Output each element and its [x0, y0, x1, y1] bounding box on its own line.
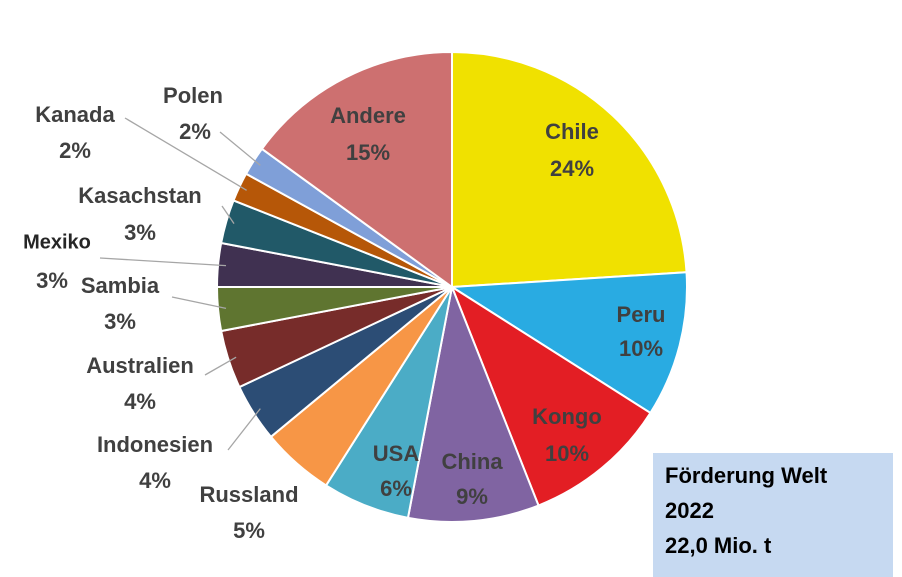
slice-label: Russland	[199, 482, 298, 507]
value-label: 2%	[59, 138, 91, 163]
slice-label: Indonesien	[97, 432, 213, 457]
pie-slice	[448, 271, 688, 415]
slice-label: Kongo	[532, 404, 602, 429]
value-label: 3%	[124, 220, 156, 245]
pie-slice	[451, 50, 688, 289]
value-label: 3%	[36, 268, 68, 293]
info-text: Förderung Welt	[665, 463, 828, 488]
value-label: 4%	[124, 389, 156, 414]
pie-slice	[406, 283, 540, 523]
value-label: 3%	[104, 309, 136, 334]
info-box	[653, 453, 893, 577]
leader-line	[221, 205, 235, 225]
value-label: 15%	[346, 140, 390, 165]
slice-label: Kasachstan	[78, 183, 202, 208]
slice-label: Andere	[330, 103, 406, 128]
leader-line	[227, 408, 261, 451]
pie-slice	[449, 284, 652, 507]
leader-line	[219, 131, 261, 166]
value-label: 2%	[179, 119, 211, 144]
slice-label: Mexiko	[23, 231, 91, 253]
value-label: 10%	[545, 441, 589, 466]
value-label: 9%	[456, 484, 488, 509]
slice-label: Kanada	[35, 102, 115, 127]
value-label: 4%	[139, 468, 171, 493]
leader-line	[171, 296, 227, 309]
slice-label: Australien	[86, 353, 194, 378]
info-text: 22,0 Mio. t	[665, 533, 772, 558]
pie-slice	[260, 50, 453, 289]
value-label: 5%	[233, 518, 265, 543]
leader-line	[204, 356, 237, 376]
value-label: 10%	[619, 336, 663, 361]
info-text: 2022	[665, 498, 714, 523]
slice-label: Polen	[163, 83, 223, 108]
leader-line	[99, 257, 227, 267]
slice-label: Peru	[617, 302, 666, 327]
slice-label: USA	[373, 441, 420, 466]
slice-label: China	[441, 449, 503, 474]
slice-label: Sambia	[81, 273, 160, 298]
value-label: 6%	[380, 476, 412, 501]
value-label: 24%	[550, 156, 594, 181]
slice-label: Chile	[545, 119, 599, 144]
leader-line	[124, 117, 247, 191]
